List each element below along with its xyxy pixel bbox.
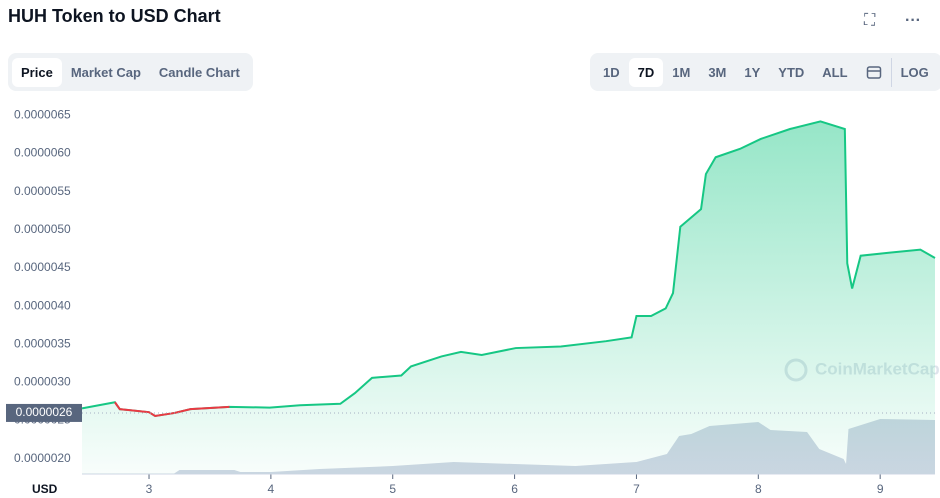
- x-axis-label: USD: [32, 482, 58, 496]
- x-tick-label: 4: [268, 482, 275, 496]
- log-button[interactable]: LOG: [890, 57, 938, 87]
- range-group: 1D 7D 1M 3M 1Y YTD ALL LOG: [590, 53, 940, 91]
- x-tick-label: 9: [877, 482, 884, 496]
- price-line-down: [114, 401, 230, 418]
- range-button[interactable]: 1Y: [744, 64, 761, 80]
- range-button[interactable]: 1M: [672, 64, 691, 80]
- range-button[interactable]: 3M: [708, 64, 727, 80]
- calendar-icon: [866, 66, 881, 80]
- tab[interactable]: Price: [12, 57, 62, 87]
- range-button[interactable]: ALL: [822, 64, 848, 80]
- y-tick-label: 0.0000030: [14, 375, 71, 389]
- current-price-tag: [6, 403, 82, 422]
- range-button[interactable]: 7D: [628, 57, 664, 87]
- y-tick-label: 0.0000060: [14, 146, 71, 160]
- price-area: [82, 121, 935, 474]
- tab[interactable]: Market Cap: [70, 64, 141, 80]
- y-tick-label: 0.0000045: [14, 260, 71, 274]
- y-tick-label: 0.0000040: [14, 298, 71, 312]
- more-icon[interactable]: ···: [905, 12, 921, 29]
- y-tick-label: 0.0000020: [14, 451, 71, 465]
- y-tick-label: 0.0000035: [14, 336, 71, 350]
- y-tick-label: 0.0000050: [14, 222, 71, 236]
- x-tick-label: 6: [511, 482, 518, 496]
- tab[interactable]: Candle Chart: [158, 64, 240, 80]
- page-title: HUH Token to USD Chart: [8, 6, 221, 26]
- x-tick-label: 5: [389, 482, 396, 496]
- range-button[interactable]: 1D: [603, 64, 620, 80]
- calendar-button[interactable]: [857, 57, 891, 88]
- fullscreen-icon[interactable]: ⛶: [864, 12, 876, 29]
- x-tick-label: 3: [146, 482, 153, 496]
- y-tick-label: 0.0000065: [14, 107, 71, 121]
- y-tick-label: 0.0000055: [14, 184, 71, 198]
- range-button[interactable]: YTD: [778, 64, 805, 80]
- tab-group: Price Market Cap Candle Chart: [8, 53, 253, 91]
- x-tick-label: 8: [755, 482, 762, 496]
- current-price-label: 0.0000026: [16, 405, 73, 419]
- x-tick-label: 7: [633, 482, 640, 496]
